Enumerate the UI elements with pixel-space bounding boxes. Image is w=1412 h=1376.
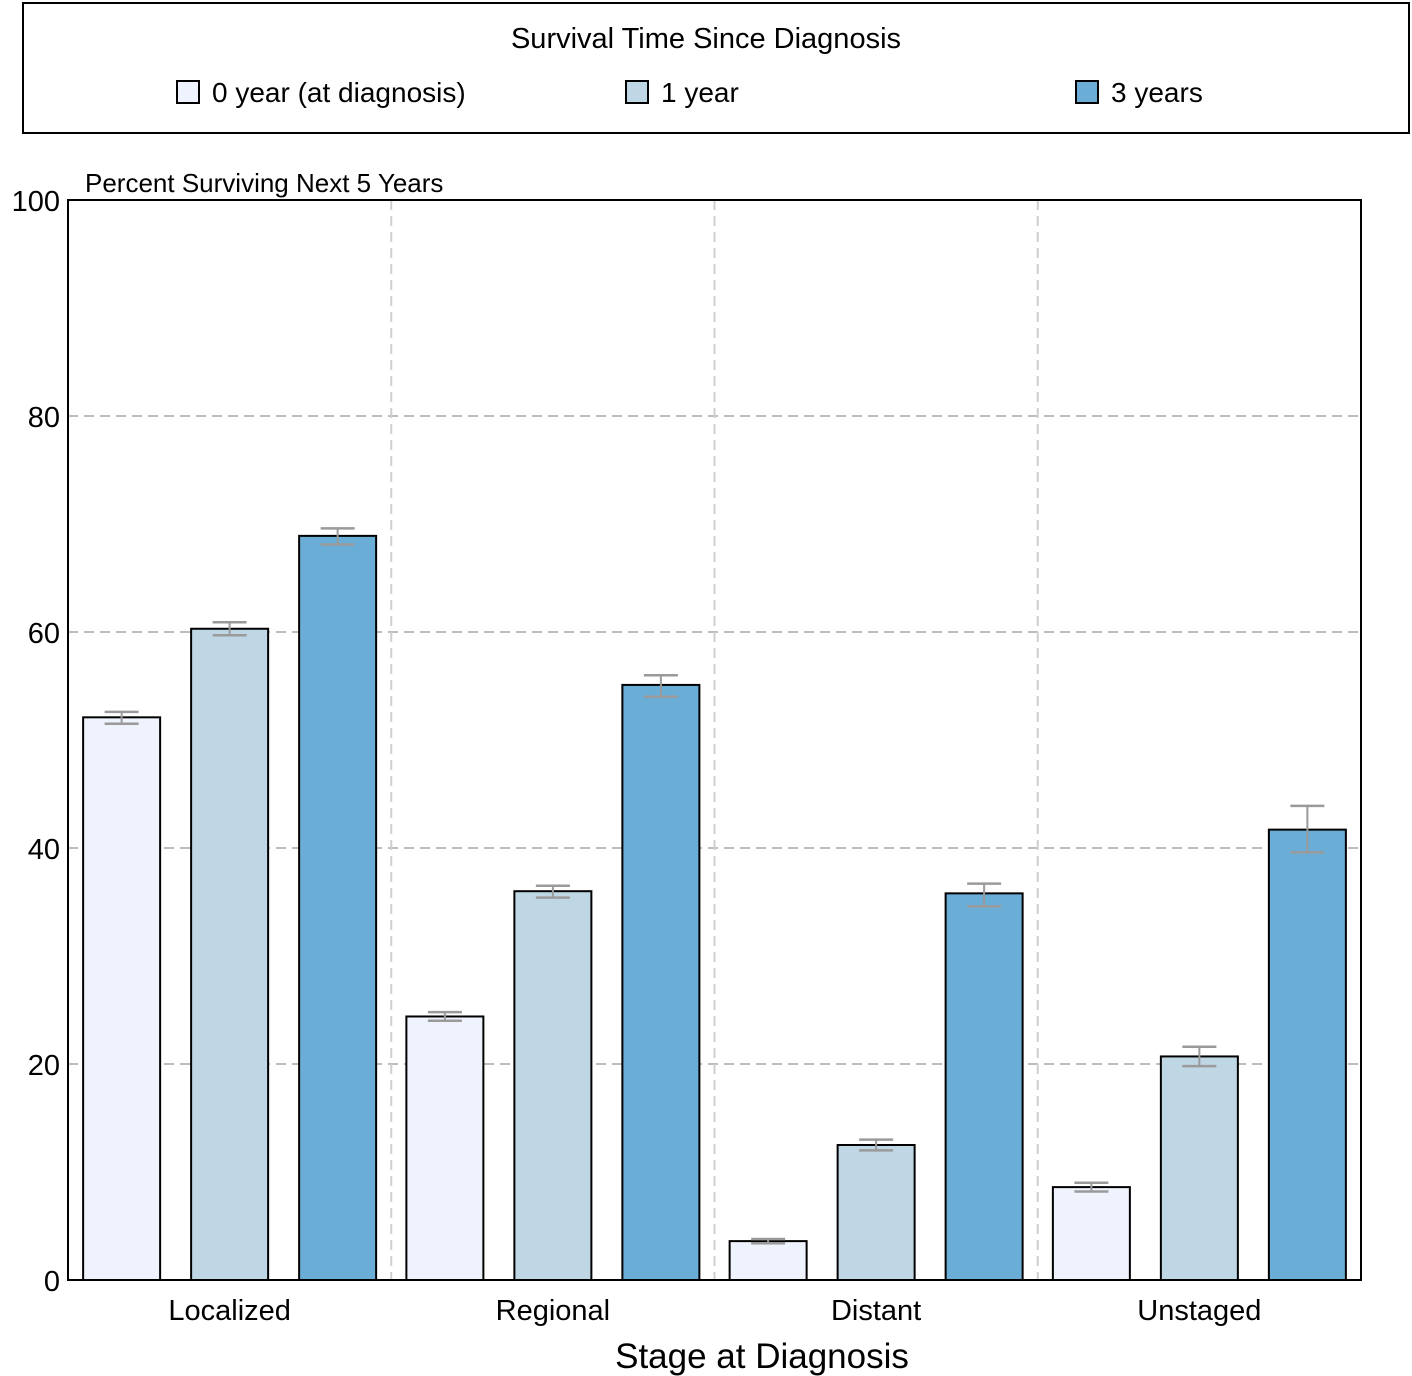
bar-localized-series-1 — [190, 627, 270, 1281]
error-bar-distant-series-1 — [859, 1138, 894, 1152]
bar-localized-series-2 — [298, 534, 378, 1281]
bar-regional-series-2 — [621, 683, 701, 1281]
y-tick-label-4: 80 — [28, 402, 60, 434]
x-tick-label-0: Localized — [168, 1295, 291, 1327]
y-tick-label-3: 60 — [28, 618, 60, 650]
legend-label-1: 1 year — [661, 77, 739, 108]
error-bar-localized-series-1 — [212, 621, 247, 637]
error-bar-localized-series-2 — [320, 527, 355, 546]
x-tick-label-2: Distant — [831, 1295, 921, 1327]
error-bar-distant-series-2 — [967, 882, 1002, 908]
error-bar-regional-series-2 — [643, 673, 678, 699]
y-tick-label-1: 20 — [28, 1050, 60, 1082]
y-tick-label-5: 100 — [12, 186, 60, 218]
error-bar-unstaged-series-1 — [1182, 1045, 1217, 1068]
error-bar-localized-series-0 — [104, 710, 139, 726]
legend-swatch-0 — [176, 80, 200, 104]
bar-distant-series-2 — [944, 892, 1024, 1281]
bar-distant-series-0 — [728, 1240, 808, 1281]
bar-unstaged-series-2 — [1267, 828, 1347, 1281]
error-bar-regional-series-0 — [427, 1010, 462, 1023]
legend-label-2: 3 years — [1111, 77, 1203, 108]
error-bar-unstaged-series-2 — [1290, 804, 1325, 854]
legend-swatch-2 — [1075, 80, 1099, 104]
legend-label-0: 0 year (at diagnosis) — [212, 77, 466, 108]
y-tick-label-2: 40 — [28, 834, 60, 866]
legend-item-0: 0 year (at diagnosis) — [176, 77, 466, 108]
plot-frame — [67, 199, 1362, 1281]
bar-localized-series-0 — [82, 716, 162, 1281]
bar-unstaged-series-1 — [1159, 1055, 1239, 1281]
error-bar-regional-series-1 — [535, 884, 570, 899]
y-axis-label: Percent Surviving Next 5 Years — [85, 168, 443, 198]
y-tick-label-0: 0 — [44, 1266, 60, 1298]
bar-unstaged-series-0 — [1051, 1186, 1131, 1281]
bar-regional-series-1 — [513, 890, 593, 1281]
bar-regional-series-0 — [405, 1015, 485, 1281]
x-tick-label-3: Unstaged — [1137, 1295, 1261, 1327]
x-tick-label-1: Regional — [496, 1295, 610, 1327]
legend-swatch-1 — [625, 80, 649, 104]
legend-title: Survival Time Since Diagnosis — [511, 23, 901, 55]
x-axis-label: Stage at Diagnosis — [615, 1337, 909, 1376]
bar-distant-series-1 — [836, 1144, 916, 1281]
error-bar-unstaged-series-0 — [1074, 1181, 1109, 1193]
legend-item-2: 3 years — [1075, 77, 1203, 108]
error-bar-distant-series-0 — [751, 1237, 786, 1245]
legend-item-1: 1 year — [625, 77, 739, 108]
legend-box — [22, 2, 1410, 134]
